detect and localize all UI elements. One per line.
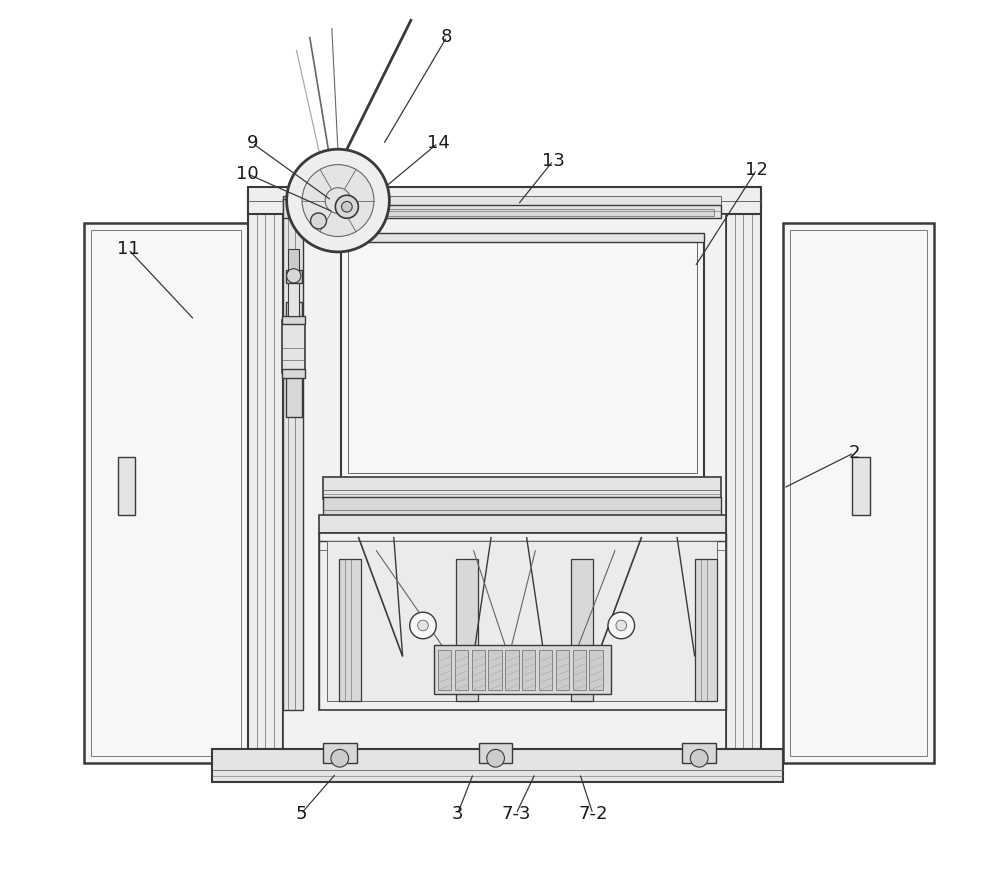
- Circle shape: [302, 164, 374, 236]
- Bar: [323, 497, 721, 517]
- Bar: [283, 199, 323, 218]
- Bar: [288, 196, 721, 212]
- Circle shape: [287, 149, 389, 252]
- Bar: [539, 650, 552, 690]
- Bar: [288, 281, 299, 315]
- Bar: [341, 236, 704, 480]
- Bar: [573, 650, 586, 690]
- Bar: [726, 192, 761, 749]
- Circle shape: [690, 749, 708, 767]
- Bar: [339, 559, 361, 701]
- Bar: [282, 369, 305, 377]
- Bar: [571, 559, 593, 701]
- Bar: [248, 192, 283, 749]
- Circle shape: [335, 195, 358, 218]
- Bar: [479, 743, 512, 763]
- Bar: [323, 477, 721, 499]
- Text: 14: 14: [427, 134, 449, 152]
- Bar: [327, 542, 717, 701]
- Circle shape: [331, 749, 349, 767]
- Circle shape: [410, 612, 436, 638]
- Bar: [91, 230, 241, 756]
- Bar: [434, 645, 611, 694]
- Bar: [118, 457, 135, 515]
- Circle shape: [487, 749, 504, 767]
- Bar: [295, 209, 714, 216]
- Bar: [472, 650, 485, 690]
- Bar: [288, 250, 299, 272]
- Text: 9: 9: [246, 134, 258, 152]
- Bar: [84, 223, 248, 763]
- Circle shape: [608, 612, 635, 638]
- Bar: [348, 242, 697, 473]
- Bar: [589, 650, 603, 690]
- Bar: [248, 187, 761, 214]
- Bar: [286, 303, 302, 417]
- Text: 7-3: 7-3: [501, 805, 531, 823]
- Bar: [323, 743, 357, 763]
- Bar: [286, 270, 302, 283]
- Bar: [456, 559, 478, 701]
- Bar: [341, 234, 704, 242]
- Bar: [319, 533, 726, 710]
- Bar: [282, 320, 305, 373]
- Circle shape: [418, 620, 428, 630]
- Text: 10: 10: [236, 165, 259, 183]
- Bar: [682, 743, 716, 763]
- Circle shape: [342, 202, 352, 212]
- Bar: [283, 214, 726, 749]
- Text: 7-2: 7-2: [578, 805, 608, 823]
- Bar: [488, 650, 502, 690]
- Circle shape: [311, 213, 326, 229]
- Bar: [783, 223, 934, 763]
- Text: 13: 13: [542, 152, 565, 170]
- Text: 2: 2: [848, 444, 860, 462]
- Bar: [852, 457, 870, 515]
- Text: 3: 3: [452, 805, 463, 823]
- Circle shape: [325, 187, 351, 213]
- Bar: [438, 650, 451, 690]
- Bar: [212, 749, 783, 782]
- Bar: [282, 315, 305, 324]
- Circle shape: [287, 269, 301, 283]
- Circle shape: [303, 226, 317, 241]
- Bar: [319, 515, 726, 533]
- Bar: [455, 650, 468, 690]
- Text: 5: 5: [295, 805, 307, 823]
- Text: 12: 12: [745, 161, 768, 178]
- Bar: [556, 650, 569, 690]
- Text: 11: 11: [117, 241, 140, 258]
- Bar: [283, 196, 303, 710]
- Bar: [505, 650, 519, 690]
- Text: 8: 8: [441, 28, 453, 46]
- Bar: [288, 205, 721, 218]
- Circle shape: [616, 620, 627, 630]
- Bar: [695, 559, 717, 701]
- Bar: [790, 230, 927, 756]
- Bar: [522, 650, 535, 690]
